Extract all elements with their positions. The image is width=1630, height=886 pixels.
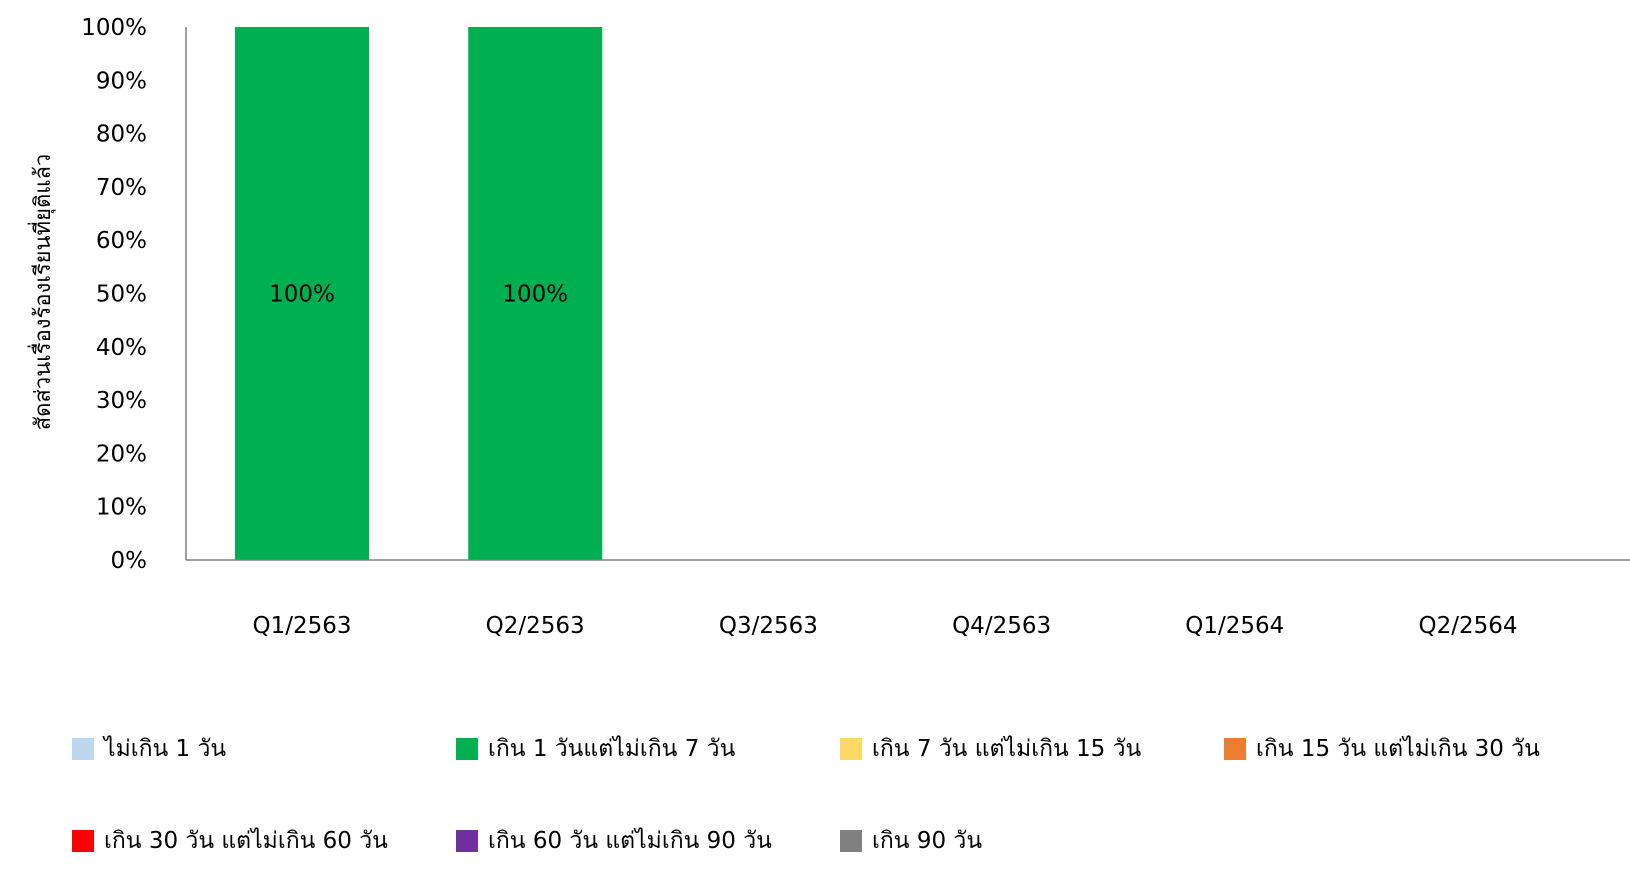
bar-segment — [468, 27, 603, 560]
y-tick-label: 10% — [96, 495, 147, 521]
y-tick-label: 60% — [96, 228, 147, 254]
data-label: 100% — [502, 282, 568, 308]
x-tick-label: Q1/2563 — [252, 613, 351, 639]
y-tick-label: 90% — [96, 68, 147, 94]
y-tick-label: 40% — [96, 335, 147, 361]
y-tick-label: 30% — [96, 388, 147, 414]
y-axis-ticks: 0% 10% 20% 30% 40% 50% 60% 70% 80% 90% 100% — [81, 15, 147, 574]
y-tick-label: 70% — [96, 175, 147, 201]
x-axis-ticks: Q1/2563 Q2/2563 Q3/2563 Q4/2563 Q1/2564 Q2/25… — [252, 613, 1517, 639]
bar-segment — [235, 27, 369, 560]
x-tick-label: Q2/2564 — [1418, 613, 1517, 639]
x-tick-label: Q3/2563 — [719, 613, 818, 639]
y-tick-label: 100% — [81, 15, 147, 41]
y-axis-title: สัดส่วนเรื่องร้องเรียนที่ยุติแล้ว — [27, 154, 56, 431]
y-tick-label: 50% — [96, 282, 147, 308]
y-tick-label: 0% — [111, 548, 148, 574]
bars — [235, 27, 603, 560]
y-tick-label: 80% — [96, 122, 147, 148]
data-label: 100% — [269, 282, 335, 308]
data-labels: 100% 100% — [269, 282, 568, 308]
x-tick-label: Q1/2564 — [1185, 613, 1284, 639]
y-tick-label: 20% — [96, 441, 147, 467]
x-tick-label: Q4/2563 — [952, 613, 1051, 639]
y-axis-label: สัดส่วนเรื่องร้องเรียนที่ยุติแล้ว — [27, 154, 56, 431]
x-tick-label: Q2/2563 — [486, 613, 585, 639]
